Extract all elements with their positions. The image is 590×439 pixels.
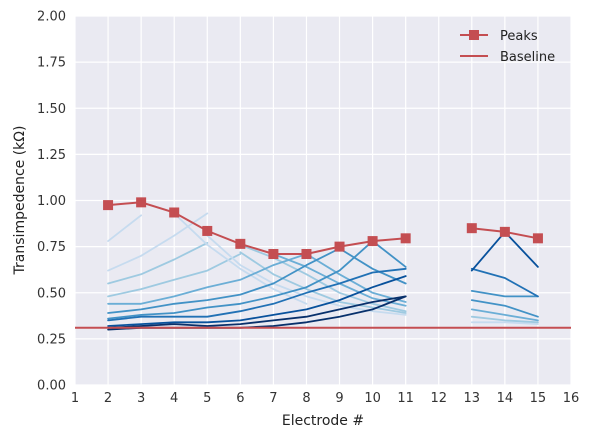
x-tick-label: 6: [236, 391, 244, 406]
x-tick-label: 9: [335, 391, 343, 406]
series-curve: [239, 243, 407, 313]
series-curve: [107, 253, 242, 298]
legend-baseline-label: Baseline: [500, 50, 555, 65]
x-tick-label: 14: [497, 391, 514, 406]
peak-marker: [136, 197, 147, 208]
x-tick-label: 5: [203, 391, 211, 406]
series-curve: [470, 308, 539, 322]
y-tick-label: 1.25: [37, 148, 66, 163]
legend-peaks-marker: [469, 30, 479, 40]
series-curve: [107, 253, 407, 305]
legend: Peaks Baseline: [460, 29, 555, 65]
series-curve: [470, 315, 539, 324]
x-tick-label: 8: [302, 391, 310, 406]
x-tick-label: 7: [269, 391, 277, 406]
peak-marker: [367, 236, 378, 247]
peaks-layer: [103, 197, 543, 260]
peak-marker: [334, 241, 345, 252]
y-tick-label: 0.00: [37, 379, 66, 394]
peak-marker: [301, 249, 312, 260]
y-tick-label: 0.50: [37, 286, 66, 301]
x-tick-label: 1: [71, 391, 79, 406]
x-axis-ticks: 1 2 3 4 5 6 7 8 9 10 11 12 13 14 15 16: [71, 391, 579, 406]
x-tick-label: 15: [530, 391, 547, 406]
series-curve: [470, 321, 539, 326]
series-curve: [107, 247, 407, 314]
x-tick-label: 4: [170, 391, 178, 406]
series-curve: [107, 240, 407, 320]
x-tick-label: 2: [104, 391, 112, 406]
peak-marker: [202, 225, 213, 236]
peak-marker: [103, 200, 114, 211]
series-curve: [239, 251, 407, 314]
series-curve: [107, 241, 209, 285]
x-tick-label: 11: [397, 391, 414, 406]
y-axis-ticks: 0.00 0.25 0.50 0.75 1.00 1.25 1.50 1.75 2.00: [37, 10, 66, 394]
peak-marker: [169, 207, 180, 218]
y-tick-label: 1.50: [37, 102, 66, 117]
peak-marker: [235, 238, 246, 249]
series-curve: [107, 214, 143, 243]
x-tick-label: 16: [563, 391, 580, 406]
x-tick-label: 13: [464, 391, 481, 406]
series-curve: [470, 299, 539, 318]
series-curve: [107, 275, 407, 327]
peak-marker: [499, 226, 510, 237]
y-tick-label: 2.00: [37, 10, 66, 25]
peak-marker: [466, 223, 477, 234]
y-tick-label: 0.75: [37, 240, 66, 255]
x-tick-label: 12: [430, 391, 447, 406]
legend-peaks-label: Peaks: [500, 29, 538, 44]
series-curve: [107, 267, 407, 322]
series-curve: [107, 295, 407, 329]
x-tick-label: 10: [364, 391, 381, 406]
series-curve: [470, 267, 539, 298]
y-axis-label: Transimpedence (kΩ): [12, 126, 28, 276]
peaks-line: [108, 201, 406, 255]
x-axis-label: Electrode #: [282, 413, 364, 429]
y-tick-label: 1.75: [37, 56, 66, 71]
series-curve: [107, 212, 209, 272]
peak-marker: [400, 233, 411, 244]
series-curve: [470, 289, 539, 298]
y-tick-label: 0.25: [37, 332, 66, 347]
x-tick-label: 3: [137, 391, 145, 406]
peak-marker: [532, 233, 543, 244]
series-curve: [206, 234, 407, 316]
peak-marker: [268, 249, 279, 260]
y-tick-label: 1.00: [37, 194, 66, 209]
